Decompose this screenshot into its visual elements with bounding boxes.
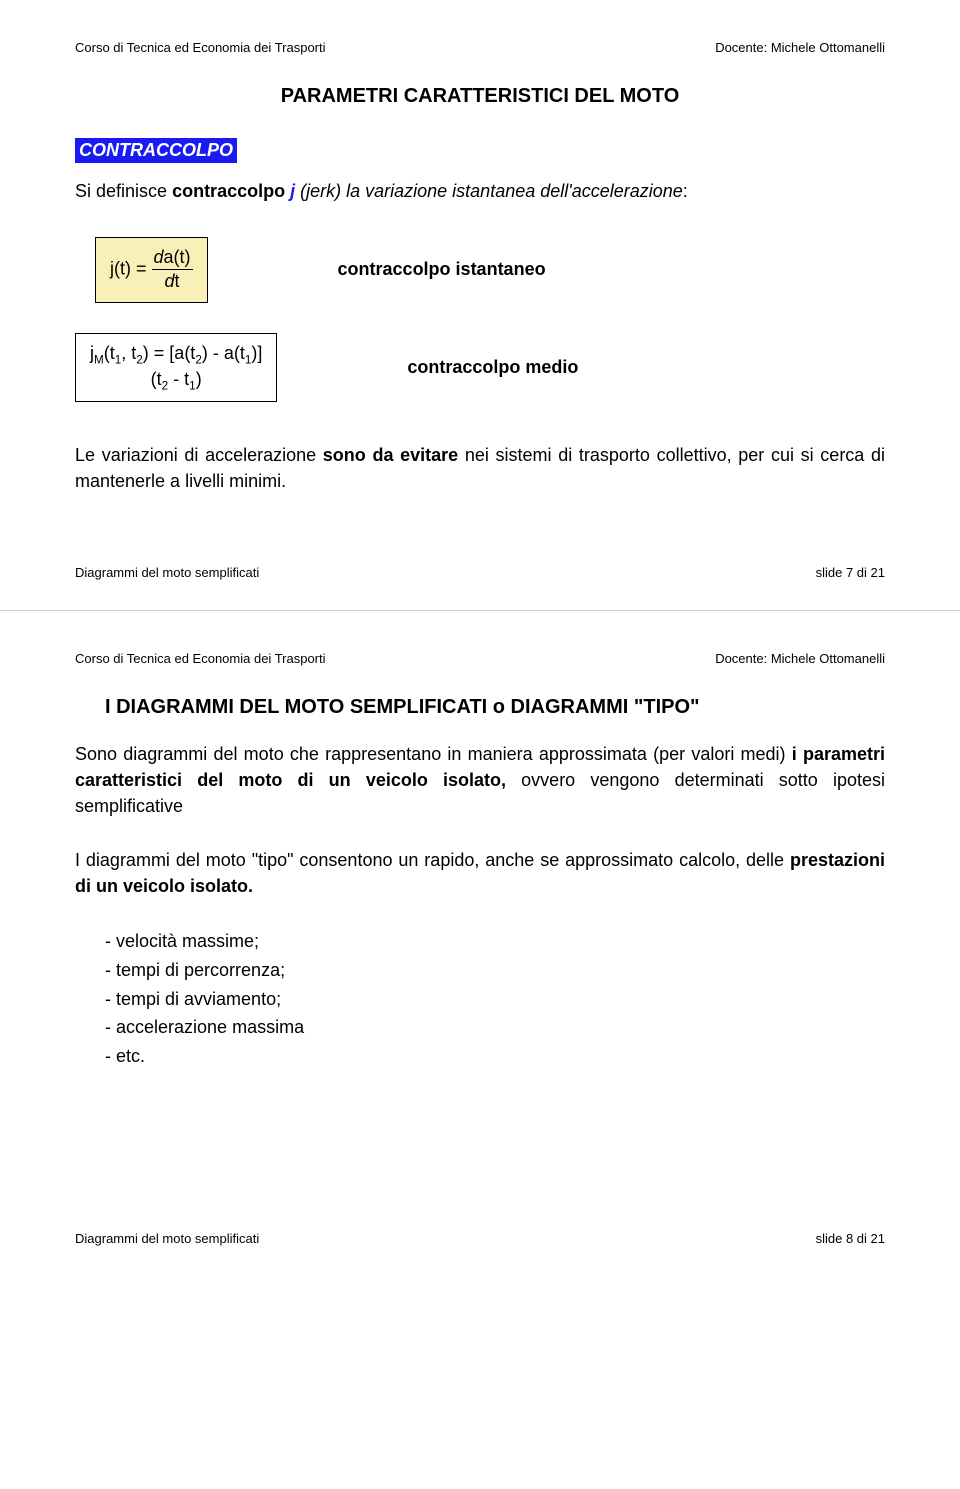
intro-line: Si definisce contraccolpo j (jerk) la va… bbox=[75, 181, 885, 202]
section-tag: CONTRACCOLPO bbox=[75, 138, 237, 163]
f2l1-f: )] bbox=[251, 343, 262, 363]
intro-prefix: Si definisce bbox=[75, 181, 172, 201]
f2l1-b: (t bbox=[104, 343, 115, 363]
page-title: PARAMETRI CARATTERISTICI DEL MOTO bbox=[75, 85, 885, 108]
intro-bold: contraccolpo bbox=[172, 181, 290, 201]
f1-num-d: d bbox=[154, 247, 164, 267]
f1-den-d: d bbox=[165, 271, 175, 291]
f1-den-t: t bbox=[175, 271, 180, 291]
list-item: velocità massime; bbox=[105, 927, 885, 956]
f1-frac: da(t)dt bbox=[152, 246, 193, 294]
list-item: tempi di avviamento; bbox=[105, 985, 885, 1014]
f2l2-a: (t bbox=[151, 369, 162, 389]
footer-left-1: Diagrammi del moto semplificati bbox=[75, 565, 259, 580]
header-row-2: Corso di Tecnica ed Economia dei Traspor… bbox=[75, 651, 885, 666]
f2l1-e: ) - a(t bbox=[202, 343, 245, 363]
f2-line2: (t2 - t1) bbox=[90, 368, 262, 394]
body-b: sono da evitare bbox=[323, 445, 458, 465]
f2l1-d: ) = [a(t bbox=[143, 343, 196, 363]
section-tag-wrap: CONTRACCOLPO bbox=[75, 138, 885, 181]
formula-row-1: j(t) = da(t)dt contraccolpo istantaneo bbox=[75, 237, 885, 303]
header-right: Docente: Michele Ottomanelli bbox=[715, 40, 885, 55]
body-a: Le variazioni di accelerazione bbox=[75, 445, 323, 465]
page2-title: I DIAGRAMMI DEL MOTO SEMPLIFICATI o DIAG… bbox=[105, 696, 885, 719]
p2-a: I diagrammi del moto "tipo" consentono u… bbox=[75, 850, 790, 870]
slide-8: Corso di Tecnica ed Economia dei Traspor… bbox=[0, 611, 960, 1276]
p2-para1: Sono diagrammi del moto che rappresentan… bbox=[75, 741, 885, 819]
footer-left-2: Diagrammi del moto semplificati bbox=[75, 1231, 259, 1246]
f1-lhs: j(t) = bbox=[110, 259, 152, 279]
list-item: tempi di percorrenza; bbox=[105, 956, 885, 985]
p1-a: Sono diagrammi del moto che rappresentan… bbox=[75, 744, 792, 764]
header-right-2: Docente: Michele Ottomanelli bbox=[715, 651, 885, 666]
body-text-1: Le variazioni di accelerazione sono da e… bbox=[75, 442, 885, 494]
slide-7: Corso di Tecnica ed Economia dei Traspor… bbox=[0, 0, 960, 610]
footer-right-2: slide 8 di 21 bbox=[816, 1231, 885, 1246]
f2l1-c: , t bbox=[121, 343, 136, 363]
f2l2-b: - t bbox=[168, 369, 189, 389]
formula-box-1: j(t) = da(t)dt bbox=[95, 237, 208, 303]
header-left-2: Corso di Tecnica ed Economia dei Traspor… bbox=[75, 651, 326, 666]
f2l2-c: ) bbox=[196, 369, 202, 389]
formula-row-2: jM(t1, t2) = [a(t2) - a(t1)] (t2 - t1) c… bbox=[75, 333, 885, 403]
f2-line1: jM(t1, t2) = [a(t2) - a(t1)] bbox=[90, 342, 262, 368]
f1-num-a: a(t) bbox=[164, 247, 191, 267]
footer-row-1: Diagrammi del moto semplificati slide 7 … bbox=[75, 565, 885, 580]
header-row: Corso di Tecnica ed Economia dei Traspor… bbox=[75, 40, 885, 55]
footer-right-1: slide 7 di 21 bbox=[816, 565, 885, 580]
intro-paren: (jerk) bbox=[295, 181, 346, 201]
list-item: etc. bbox=[105, 1042, 885, 1071]
f2l1-sub: M bbox=[94, 353, 104, 366]
intro-colon: : bbox=[683, 181, 688, 201]
list-item: accelerazione massima bbox=[105, 1013, 885, 1042]
bullet-list: velocità massime; tempi di percorrenza; … bbox=[105, 927, 885, 1071]
formula-label-2: contraccolpo medio bbox=[407, 357, 578, 378]
formula-box-2: jM(t1, t2) = [a(t2) - a(t1)] (t2 - t1) bbox=[75, 333, 277, 403]
header-left: Corso di Tecnica ed Economia dei Traspor… bbox=[75, 40, 326, 55]
formula-label-1: contraccolpo istantaneo bbox=[338, 259, 546, 280]
footer-row-2: Diagrammi del moto semplificati slide 8 … bbox=[75, 1231, 885, 1246]
p2-para2: I diagrammi del moto "tipo" consentono u… bbox=[75, 847, 885, 899]
intro-rest: la variazione istantanea dell'accelerazi… bbox=[346, 181, 683, 201]
